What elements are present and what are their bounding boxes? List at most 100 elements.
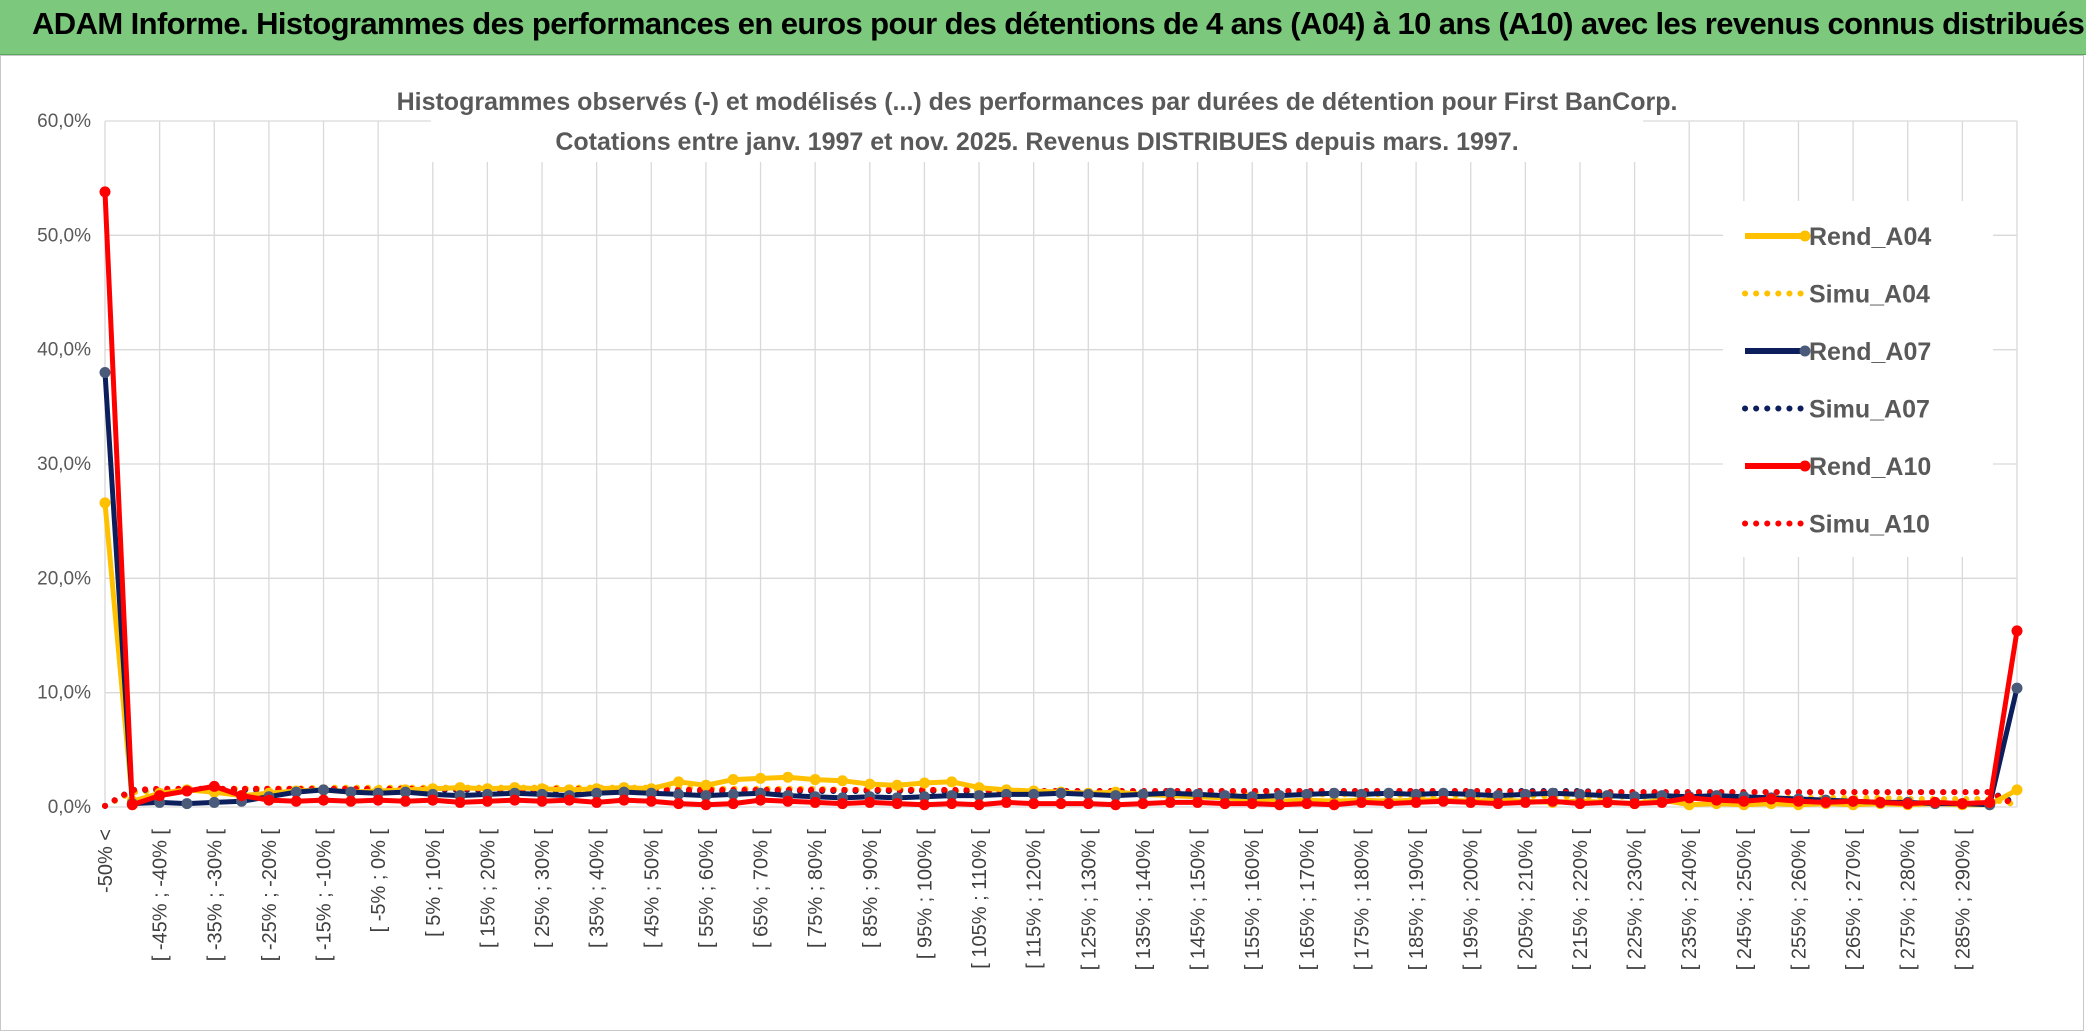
x-tick-label: [ 245% ; 250% [: [1734, 829, 1756, 971]
x-tick-label: [ 165% ; 170% [: [1297, 829, 1319, 971]
y-tick-label: 30,0%: [37, 454, 91, 475]
data-point: [208, 780, 220, 792]
data-point: [1328, 799, 1340, 811]
x-tick-label: [ 225% ; 230% [: [1625, 829, 1647, 971]
x-tick-label: [ 125% ; 130% [: [1078, 829, 1100, 971]
data-point: [809, 796, 821, 808]
chart-frame: 0,0% 10,0% 20,0% 30,0% 40,0% 50,0% 60,0% -50% <…: [0, 55, 2084, 1031]
data-point: [1984, 796, 1996, 808]
data-point: [1929, 796, 1941, 808]
x-tick-label: [ 85% ; 90% [: [860, 829, 882, 948]
x-tick-label: [ 55% ; 60% [: [696, 829, 718, 948]
data-point: [645, 787, 657, 799]
y-tick-label: 40,0%: [37, 340, 91, 361]
data-point: [918, 777, 930, 789]
data-point: [1000, 796, 1012, 808]
series-rend-a10: [99, 186, 2023, 811]
data-point: [208, 796, 220, 808]
data-point: [1355, 788, 1367, 800]
data-point: [1792, 795, 1804, 807]
legend-label: Simu_A04: [1809, 281, 1930, 309]
data-point: [755, 772, 767, 784]
data-point: [1219, 790, 1231, 802]
data-point: [1738, 795, 1750, 807]
data-point: [700, 799, 712, 811]
legend-label: Rend_A07: [1809, 338, 1931, 366]
data-point: [1765, 793, 1777, 805]
x-tick-label: [ 5% ; 10% [: [423, 829, 445, 937]
data-point: [1383, 787, 1395, 799]
data-point: [1192, 788, 1204, 800]
data-point: [836, 775, 848, 787]
y-tick-label: 0,0%: [48, 797, 91, 818]
data-point: [1629, 798, 1641, 810]
x-tick-label: [ 145% ; 150% [: [1188, 829, 1210, 971]
data-point: [836, 798, 848, 810]
data-point: [618, 786, 630, 798]
data-point: [864, 796, 876, 808]
data-point: [1301, 788, 1313, 800]
data-point: [1028, 788, 1040, 800]
data-point: [645, 795, 657, 807]
x-tick-label: [ 255% ; 260% [: [1788, 829, 1810, 971]
data-point: [1465, 788, 1477, 800]
data-point: [345, 795, 357, 807]
data-point: [1082, 798, 1094, 810]
data-point: [563, 794, 575, 806]
data-point: [1410, 796, 1422, 808]
data-point: [1246, 798, 1258, 810]
data-point: [99, 186, 111, 198]
data-point: [1902, 798, 1914, 810]
data-point: [1547, 795, 1559, 807]
data-point: [755, 794, 767, 806]
data-point: [1711, 794, 1723, 806]
data-point: [1656, 796, 1668, 808]
x-tick-label: [ -5% ; 0% [: [368, 829, 390, 933]
legend-item-simu-a07: Simu_A07: [1742, 396, 1930, 424]
data-point: [1355, 796, 1367, 808]
legend-label: Rend_A04: [1809, 223, 1931, 251]
data-point: [1110, 799, 1122, 811]
y-tick-label: 50,0%: [37, 225, 91, 246]
report-header: ADAM Informe. Histogrammes des performan…: [0, 0, 2086, 55]
data-point: [1956, 798, 1968, 810]
x-tick-label: [ 205% ; 210% [: [1515, 829, 1537, 971]
x-tick-label: [ 105% ; 110% [: [969, 829, 991, 969]
data-point: [1492, 798, 1504, 810]
data-point: [1492, 790, 1504, 802]
data-point: [454, 796, 466, 808]
data-point: [154, 790, 166, 802]
x-tick-label: [ -35% ; -30% [: [204, 829, 226, 962]
legend-marker: [1799, 345, 1811, 357]
x-tick-label: [ 115% ; 120% [: [1024, 829, 1046, 969]
x-tick-label: [ 25% ; 30% [: [532, 829, 554, 948]
data-point: [1000, 788, 1012, 800]
x-tick-label: [ 135% ; 140% [: [1133, 829, 1155, 971]
data-point: [2011, 784, 2023, 796]
legend-marker: [1799, 460, 1811, 472]
legend-item-rend-a04: Rend_A04: [1745, 223, 1931, 251]
data-point: [2011, 625, 2023, 637]
data-point: [181, 785, 193, 797]
title-backdrop: [431, 76, 1643, 162]
data-point: [700, 779, 712, 791]
legend-label: Simu_A10: [1809, 511, 1930, 539]
data-point: [1219, 798, 1231, 810]
legend-item-simu-a04: Simu_A04: [1742, 281, 1930, 309]
x-tick-label: [ -45% ; -40% [: [150, 829, 172, 962]
x-tick-label: [ -25% ; -20% [: [259, 829, 281, 962]
data-point: [1192, 796, 1204, 808]
x-tick-label: [ 35% ; 40% [: [587, 829, 609, 948]
x-tick-label: [ 45% ; 50% [: [641, 829, 663, 948]
data-point: [1601, 796, 1613, 808]
x-tick-label: [ -15% ; -10% [: [314, 829, 336, 962]
legend-item-simu-a10: Simu_A10: [1742, 511, 1930, 539]
data-point: [236, 790, 248, 802]
legend-item-rend-a07: Rend_A07: [1745, 338, 1931, 366]
data-point: [1574, 798, 1586, 810]
x-tick-label: [ 15% ; 20% [: [477, 829, 499, 948]
data-point: [509, 794, 521, 806]
data-point: [864, 778, 876, 790]
x-tick-label: [ 185% ; 190% [: [1406, 829, 1428, 971]
x-tick-label: [ 235% ; 240% [: [1679, 829, 1701, 971]
